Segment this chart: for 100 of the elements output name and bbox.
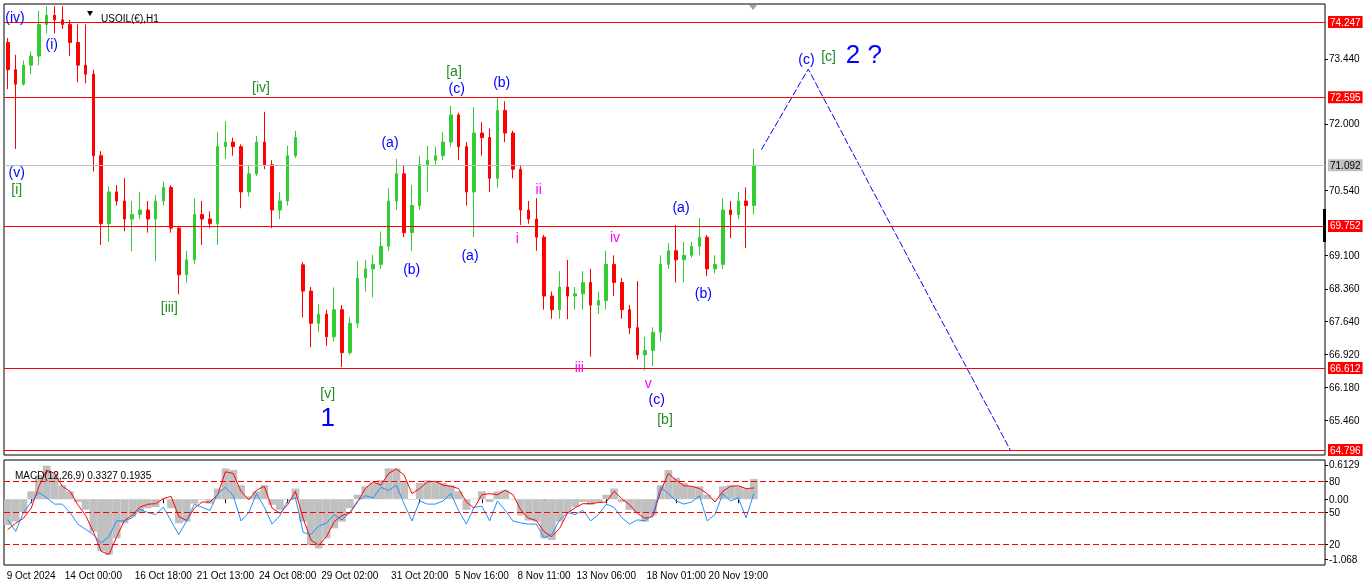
candlestick xyxy=(597,291,600,315)
candlestick xyxy=(542,234,546,311)
x-tick-label: 21 Oct 13:00 xyxy=(196,569,255,581)
annotation: (b) xyxy=(403,261,421,278)
annotation: (c) xyxy=(648,391,665,407)
candlestick xyxy=(628,304,631,335)
candlestick xyxy=(667,242,670,270)
candlestick xyxy=(224,120,227,160)
candlestick xyxy=(651,326,655,367)
line-series xyxy=(7,484,755,544)
annotation: ii xyxy=(535,181,542,197)
annotation: v xyxy=(644,374,652,391)
x-tick-label: 8 Nov 11:00 xyxy=(517,569,572,581)
candlestick xyxy=(488,128,491,193)
annotation: [iv] xyxy=(252,79,270,95)
candlestick xyxy=(185,250,188,283)
annotation: [iii] xyxy=(160,299,178,315)
candlestick xyxy=(278,191,282,220)
candlestick xyxy=(690,241,693,259)
candlestick xyxy=(294,130,297,159)
x-tick-label: 24 Oct 08:00 xyxy=(258,569,317,581)
candlestick xyxy=(371,254,375,298)
candlestick xyxy=(558,270,561,320)
candlestick xyxy=(511,130,515,179)
text: USOIL(€),H1 xyxy=(101,12,160,24)
annotation: 2 ? xyxy=(845,39,882,70)
candlestick xyxy=(332,286,336,342)
candlestick xyxy=(286,145,289,206)
ref-line-label: 72.595 xyxy=(1330,91,1362,103)
candlestick xyxy=(566,259,569,320)
candlestick xyxy=(713,254,717,274)
candlestick xyxy=(45,5,48,34)
x-tick-label: 14 Oct 00:00 xyxy=(64,569,123,581)
annotation: (iv) xyxy=(5,9,25,25)
candlestick xyxy=(659,254,662,342)
candlestick xyxy=(550,291,554,320)
x-tick-label: 9 Oct 2024 xyxy=(6,569,57,581)
candlestick xyxy=(239,143,243,209)
candlestick xyxy=(721,197,725,270)
annotation: (a) xyxy=(461,247,479,263)
y2-tick-label: 20 xyxy=(1329,538,1341,550)
y2-tick-label: 80 xyxy=(1329,475,1341,487)
x-tick-label: 5 Nov 16:00 xyxy=(454,569,510,581)
candlestick xyxy=(620,277,624,320)
ref-line-label: 66.612 xyxy=(1330,362,1362,374)
candlestick xyxy=(364,259,367,293)
candlestick xyxy=(231,137,235,157)
annotation: (i) xyxy=(45,36,58,52)
candlestick xyxy=(636,280,639,360)
candlestick xyxy=(682,241,686,283)
candlestick xyxy=(480,121,484,157)
y2-tick-label: 50 xyxy=(1329,507,1341,518)
y-tick-label: 65.460 xyxy=(1329,414,1361,426)
line-series xyxy=(761,68,1011,451)
y-tick-label: -1.068 xyxy=(1329,553,1358,565)
candlestick xyxy=(465,141,468,206)
x-tick-label: 18 Nov 01:00 xyxy=(646,569,707,581)
candlestick xyxy=(115,184,118,206)
candlestick xyxy=(737,191,740,220)
bar xyxy=(485,499,494,502)
candlestick xyxy=(434,146,437,166)
candlestick xyxy=(752,148,756,216)
candlestick xyxy=(698,217,701,256)
y-tick-label: 73.440 xyxy=(1329,53,1361,65)
y-tick-label: 0.6129 xyxy=(1329,459,1361,471)
x-tick-label: 13 Nov 06:00 xyxy=(576,569,637,581)
candlestick xyxy=(309,286,313,348)
annotation: [v] xyxy=(320,384,336,401)
y-tick-label: 70.540 xyxy=(1329,184,1361,196)
candlestick xyxy=(472,106,476,238)
candlestick xyxy=(130,200,134,252)
candlestick xyxy=(387,187,390,252)
candlestick xyxy=(216,131,219,246)
y-tick-label: 69.100 xyxy=(1329,249,1361,261)
candlestick xyxy=(449,105,453,148)
annotation: 1 xyxy=(320,402,335,432)
candlestick xyxy=(6,37,10,90)
x-tick-label: 29 Oct 02:00 xyxy=(321,569,379,581)
candlestick xyxy=(612,254,616,297)
candlestick xyxy=(138,191,142,220)
candlestick xyxy=(705,234,709,277)
annotation: (c) xyxy=(798,51,815,67)
y-tick-label: 66.180 xyxy=(1329,382,1361,394)
candlestick xyxy=(162,181,165,206)
candlestick xyxy=(154,194,157,262)
y-tick-label: 68.360 xyxy=(1329,283,1361,295)
ref-line-label: 74.247 xyxy=(1330,16,1362,28)
y-tick-label: 0.00 xyxy=(1329,493,1349,505)
ref-line-label: 69.752 xyxy=(1330,220,1362,232)
annotation: (b) xyxy=(694,285,712,302)
candlestick xyxy=(247,164,251,197)
candlestick xyxy=(410,184,414,252)
annotation: [a] xyxy=(446,63,462,79)
annotation: [i] xyxy=(11,180,23,197)
candlestick xyxy=(348,316,352,356)
annotation: [b] xyxy=(657,410,673,427)
candlestick xyxy=(325,309,328,347)
candlestick xyxy=(301,261,305,318)
annotation: (v) xyxy=(8,163,25,180)
candlestick xyxy=(107,185,111,243)
